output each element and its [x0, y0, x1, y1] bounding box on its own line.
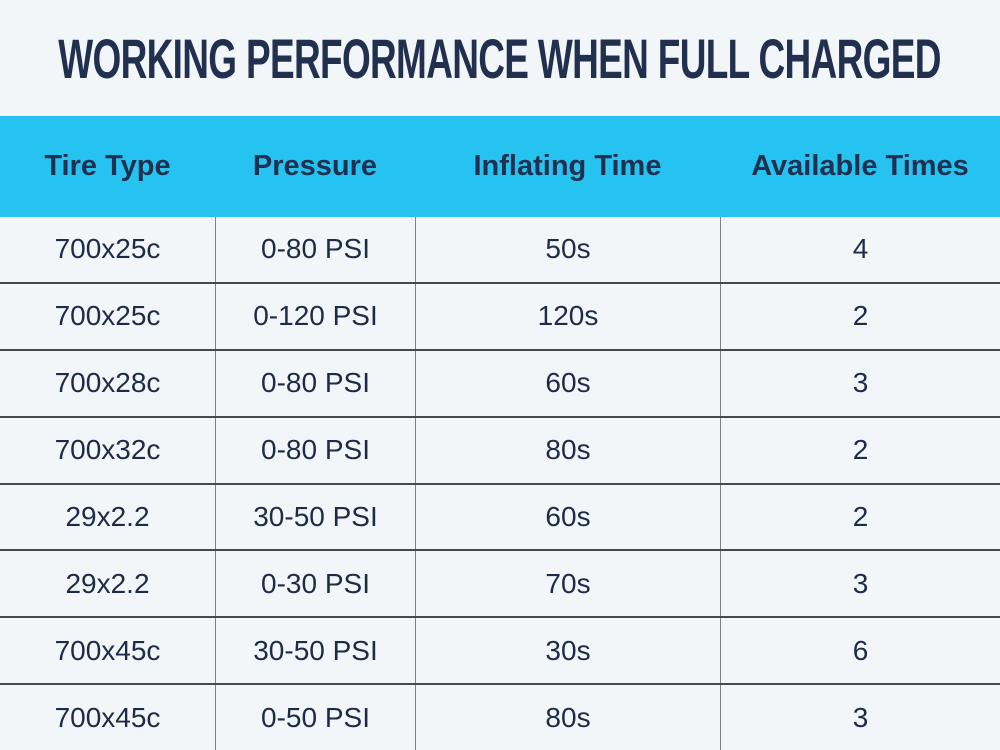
header-available-times: Available Times [751, 150, 969, 182]
table-row: 700x25c 0-120 PSI 120s 2 [0, 281, 1000, 349]
table-cell: 0-50 PSI [215, 685, 415, 750]
table-cell: 30-50 PSI [215, 484, 415, 550]
table-cell: 2 [720, 484, 1000, 550]
table-cell: 6 [720, 618, 1000, 684]
table-cell: 700x25c [54, 300, 161, 332]
table-cell: 0-80 PSI [215, 350, 415, 416]
table-cell: 60s [415, 350, 720, 416]
table-cell: 0-80 PSI [215, 217, 415, 282]
header-inflating-time: Inflating Time [473, 150, 662, 182]
table-cell: 700x45c [54, 634, 161, 666]
table-row: 700x45c 0-50 PSI 80s 3 [0, 683, 1000, 750]
table-cell: 50s [415, 217, 720, 282]
table-cell: 0-30 PSI [215, 551, 415, 617]
table-cell: 30-50 PSI [215, 618, 415, 684]
table-cell: 0-80 PSI [215, 417, 415, 483]
title-band: WORKING PERFORMANCE WHEN FULL CHARGED [0, 0, 1000, 116]
table-row: 700x25c 0-80 PSI 50s 4 [0, 217, 1000, 282]
table-cell: 70s [415, 551, 720, 617]
table-cell: 60s [415, 484, 720, 550]
table-cell: 3 [720, 551, 1000, 617]
table-body: 700x25c 0-80 PSI 50s 4 700x25c 0-120 PSI 120s 2… [0, 217, 1000, 750]
table-cell: 3 [720, 685, 1000, 750]
header-tire-type: Tire Type [44, 150, 171, 182]
page-title: WORKING PERFORMANCE WHEN FULL CHARGED [58, 26, 942, 90]
table-cell: 29x2.2 [65, 567, 150, 599]
table-cell: 3 [720, 350, 1000, 416]
header-pressure: Pressure [252, 150, 378, 182]
table-cell: 80s [415, 685, 720, 750]
table-row: 29x2.2 30-50 PSI 60s 2 [0, 482, 1000, 550]
table-cell: 4 [720, 217, 1000, 282]
table-cell: 700x28c [54, 367, 161, 399]
table-row: 29x2.2 0-30 PSI 70s 3 [0, 549, 1000, 617]
table-cell: 2 [720, 283, 1000, 349]
table-cell: 2 [720, 417, 1000, 483]
table-row: 700x28c 0-80 PSI 60s 3 [0, 348, 1000, 416]
table-cell: 29x2.2 [65, 500, 150, 532]
table-row: 700x32c 0-80 PSI 80s 2 [0, 415, 1000, 483]
table-cell: 120s [415, 283, 720, 349]
table-row: 700x45c 30-50 PSI 30s 6 [0, 616, 1000, 684]
table-header-row: Tire Type Pressure Inflating Time Availa… [0, 116, 1000, 217]
table-cell: 0-120 PSI [215, 283, 415, 349]
table-cell: 700x45c [54, 701, 161, 733]
table-cell: 30s [415, 618, 720, 684]
table-cell: 700x32c [54, 434, 161, 466]
table-cell: 80s [415, 417, 720, 483]
table-cell: 700x25c [54, 233, 161, 265]
